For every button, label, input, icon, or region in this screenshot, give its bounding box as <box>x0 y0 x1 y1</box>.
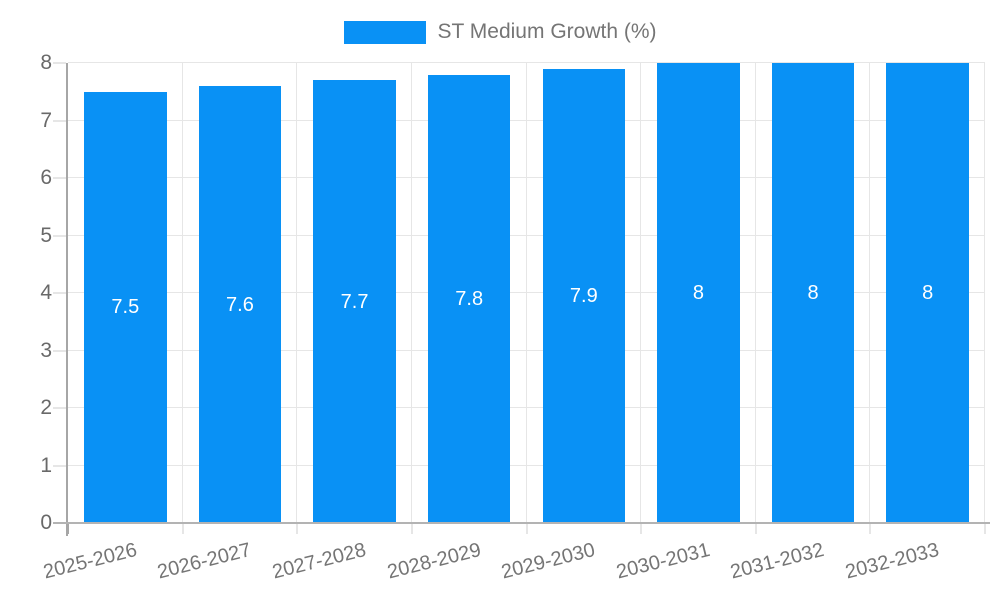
y-axis-tick-label: 7 <box>40 108 52 132</box>
x-gridline <box>984 63 985 523</box>
legend-item[interactable]: ST Medium Growth (%) <box>343 20 657 44</box>
y-gridline <box>68 349 985 351</box>
bar-value-label: 7.7 <box>340 290 369 313</box>
bar-value-label: 7.5 <box>111 296 140 319</box>
bar[interactable]: 7.6 <box>198 86 282 523</box>
bar[interactable]: 7.8 <box>427 74 511 523</box>
y-gridline <box>68 464 985 466</box>
x-tick <box>181 524 184 534</box>
x-axis-tick-label: 2030-2031 <box>613 538 713 584</box>
x-gridline <box>296 63 298 523</box>
x-axis-tick-label: 2025-2026 <box>40 538 139 584</box>
y-gridline <box>68 177 985 178</box>
bar[interactable]: 7.5 <box>84 91 167 523</box>
y-axis-tick-label: 0 <box>40 511 52 534</box>
y-axis-tick-label: 5 <box>40 223 52 247</box>
x-tick <box>869 524 872 534</box>
x-gridline <box>181 63 183 523</box>
bar[interactable]: 7.9 <box>542 68 626 523</box>
x-tick <box>984 524 986 534</box>
bar-value-label: 8 <box>807 282 819 304</box>
legend-label: ST Medium Growth (%) <box>437 20 657 43</box>
x-gridline <box>869 63 871 523</box>
y-axis-tick-label: 6 <box>40 166 52 189</box>
x-axis-tick-label: 2028-2029 <box>384 538 483 584</box>
y-tick <box>53 234 66 237</box>
x-axis-tick-label: 2029-2030 <box>499 538 598 584</box>
bar[interactable]: 8 <box>771 63 855 523</box>
y-axis-tick-label: 4 <box>40 281 52 304</box>
bar-value-label: 7.6 <box>226 293 254 316</box>
x-gridline <box>754 63 756 523</box>
y-gridline <box>68 62 985 63</box>
x-gridline <box>525 63 527 523</box>
x-tick <box>296 524 299 534</box>
bar-value-label: 8 <box>692 282 704 304</box>
y-tick <box>53 177 66 179</box>
x-axis-tick-label: 2031-2032 <box>728 538 827 584</box>
x-tick <box>754 524 757 534</box>
bar[interactable]: 7.7 <box>313 80 396 523</box>
x-tick <box>525 524 528 534</box>
x-axis-tick-label: 2026-2027 <box>155 538 254 584</box>
y-axis-tick-label: 1 <box>40 453 52 477</box>
x-tick <box>410 524 413 534</box>
bar-value-label: 7.9 <box>569 284 598 307</box>
y-gridline <box>68 292 985 293</box>
y-axis-tick-label: 8 <box>40 51 52 74</box>
x-axis-tick-label: 2032-2033 <box>843 538 942 584</box>
bar[interactable]: 8 <box>657 63 740 523</box>
y-tick <box>53 464 66 467</box>
x-tick <box>640 524 643 534</box>
x-gridline <box>410 63 412 523</box>
legend-swatch <box>343 20 426 44</box>
bar-value-label: 7.8 <box>455 287 484 310</box>
y-gridline <box>68 407 985 408</box>
x-gridline <box>640 63 642 523</box>
y-tick <box>53 119 66 122</box>
x-tick <box>67 524 69 534</box>
x-axis-tick-label: 2027-2028 <box>269 538 369 584</box>
y-gridline <box>68 234 985 236</box>
y-tick <box>53 349 66 352</box>
y-axis-tick-label: 2 <box>40 396 52 419</box>
y-tick <box>53 62 66 64</box>
y-axis-tick-label: 3 <box>40 338 52 362</box>
y-tick <box>53 292 66 294</box>
bar[interactable]: 8 <box>886 63 969 523</box>
bar-value-label: 8 <box>922 282 934 304</box>
plot-area: 7.5 7.6 7.7 7.8 7.9 8 8 8 <box>68 62 985 523</box>
legend: ST Medium Growth (%) <box>0 20 1000 44</box>
y-tick <box>53 407 66 409</box>
y-gridline <box>68 119 985 121</box>
